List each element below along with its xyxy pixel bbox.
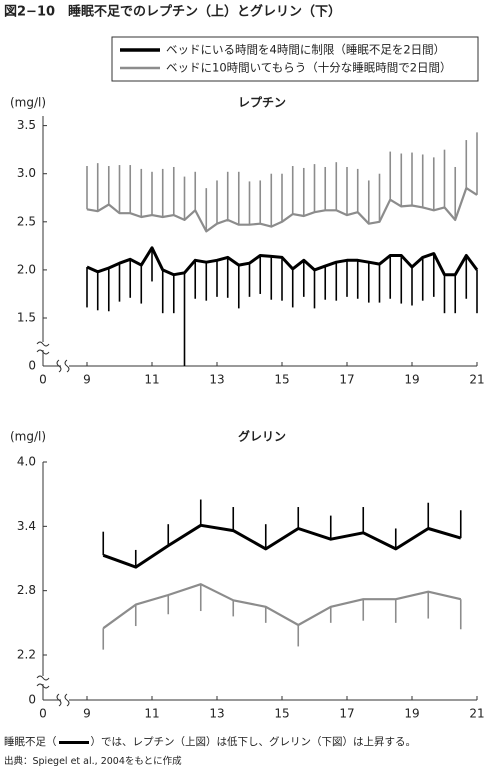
x-tick-label: 0 bbox=[39, 707, 47, 721]
series-line bbox=[102, 583, 462, 630]
axis-break bbox=[56, 693, 62, 707]
axis-break bbox=[64, 693, 70, 707]
axis-break bbox=[36, 349, 50, 355]
x-tick-label: 15 bbox=[274, 707, 289, 721]
y-tick-label: 3.0 bbox=[17, 166, 36, 180]
subplot-title: グレリン bbox=[238, 429, 286, 444]
figure-title: 図2−10 睡眠不足でのレプチン（上）とグレリン（下） bbox=[4, 4, 341, 20]
source: 出典：Spiegel et al., 2004をもとに作成 bbox=[4, 756, 182, 767]
x-tick-label: 9 bbox=[83, 707, 91, 721]
x-tick-label: 19 bbox=[404, 707, 419, 721]
x-tick-label: 19 bbox=[404, 373, 419, 387]
x-tick-label: 11 bbox=[144, 373, 159, 387]
note: 睡眠不足（ ）では、レプチン（上図）は低下し、グレリン（下図）は上昇する。 bbox=[4, 734, 416, 749]
y-tick-label: 3.4 bbox=[17, 519, 36, 533]
x-tick-label: 9 bbox=[83, 373, 91, 387]
x-tick-label: 13 bbox=[209, 373, 224, 387]
y-tick-label: 2.8 bbox=[17, 583, 36, 597]
x-tick-label: 17 bbox=[339, 373, 354, 387]
legend-label: ベッドに10時間いてもらう（十分な睡眠時間で2日間） bbox=[166, 61, 452, 75]
x-tick-label: 11 bbox=[144, 707, 159, 721]
series-line bbox=[86, 246, 479, 277]
note-symbol bbox=[58, 740, 89, 744]
y-tick-label: 2.5 bbox=[17, 214, 36, 228]
axis-break bbox=[36, 341, 50, 347]
chart: 図2−10 睡眠不足でのレプチン（上）とグレリン（下） (mg/l) レプチン 0 1… bbox=[4, 4, 485, 721]
axis-break bbox=[36, 683, 50, 689]
y-tick-label: 2.0 bbox=[17, 262, 36, 276]
x-tick-label: 0 bbox=[39, 373, 47, 387]
axis-break bbox=[56, 359, 62, 373]
y-axis-label: (mg/l) bbox=[10, 430, 46, 444]
y-tick-label: 3.5 bbox=[17, 118, 36, 132]
legend-box bbox=[111, 36, 479, 82]
y-tick-label: 2.2 bbox=[17, 648, 36, 662]
axis-break bbox=[64, 359, 70, 373]
x-tick-label: 15 bbox=[274, 373, 289, 387]
axis-break bbox=[36, 675, 50, 681]
legend-label: ベッドにいる時間を4時間に制限（睡眠不足を2日間） bbox=[166, 43, 445, 57]
note-text: ）では、レプチン（上図）は低下し、グレリン（下図）は上昇する。 bbox=[90, 736, 417, 748]
subplot-title: レプチン bbox=[238, 95, 286, 110]
x-tick-label: 17 bbox=[339, 707, 354, 721]
y-tick-label: 0 bbox=[28, 359, 36, 373]
series-line bbox=[102, 523, 462, 569]
x-tick-label: 13 bbox=[209, 707, 224, 721]
x-tick-label: 21 bbox=[469, 373, 484, 387]
y-tick-label: 1.5 bbox=[17, 311, 36, 325]
y-axis-label: (mg/l) bbox=[10, 96, 46, 110]
note-text: 睡眠不足（ bbox=[4, 736, 57, 748]
y-tick-label: 0 bbox=[28, 693, 36, 707]
y-tick-label: 4.0 bbox=[17, 455, 36, 469]
x-tick-label: 21 bbox=[469, 707, 484, 721]
series-line bbox=[86, 187, 478, 233]
